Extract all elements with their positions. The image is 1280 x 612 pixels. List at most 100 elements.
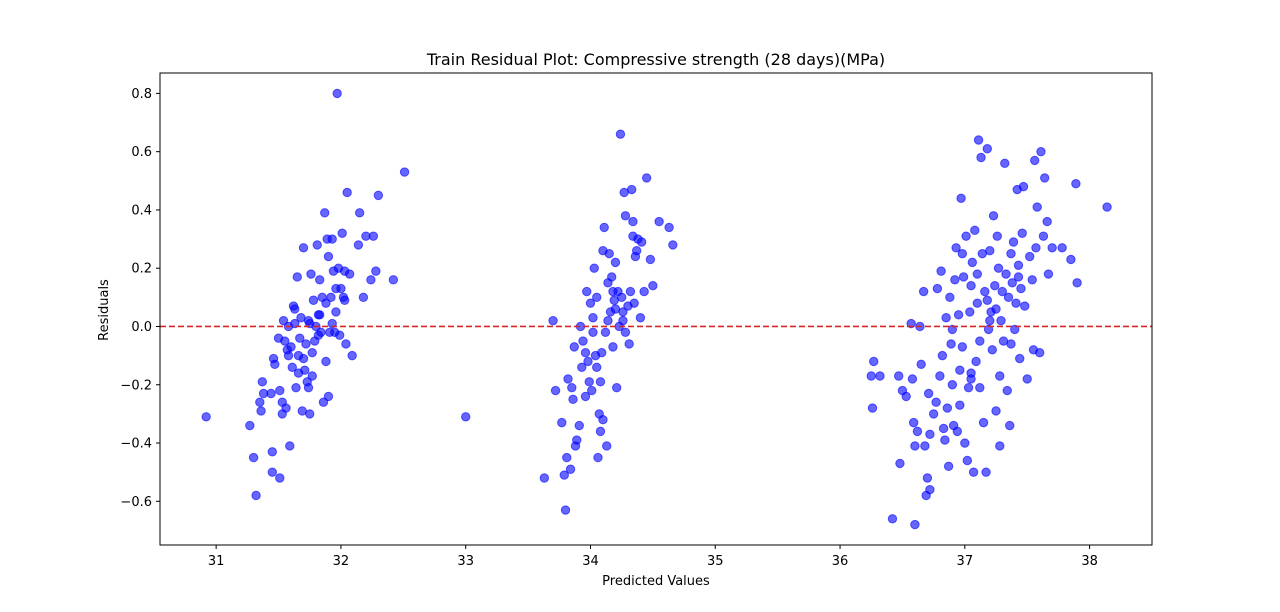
data-point	[597, 348, 607, 358]
data-point	[616, 292, 627, 303]
data-point	[301, 339, 311, 349]
data-point	[1006, 339, 1016, 349]
data-point	[567, 382, 577, 393]
data-point	[327, 318, 337, 329]
data-point	[1008, 237, 1019, 247]
data-point	[922, 473, 933, 483]
data-point	[952, 426, 963, 437]
y-tick-label: 0.2	[131, 262, 152, 277]
data-point	[373, 190, 384, 201]
data-point	[584, 377, 594, 387]
data-point	[592, 362, 602, 372]
data-point	[648, 280, 658, 291]
data-point	[937, 350, 948, 361]
data-point	[875, 371, 885, 381]
data-point	[588, 327, 598, 338]
data-point	[641, 173, 652, 183]
data-point	[972, 298, 983, 308]
data-point	[312, 240, 322, 250]
data-point	[1011, 298, 1021, 308]
data-point	[957, 248, 968, 259]
data-point	[295, 333, 305, 343]
data-point	[572, 435, 582, 445]
data-point	[910, 441, 920, 451]
data-point	[318, 397, 329, 407]
data-point	[291, 382, 301, 393]
data-point	[973, 135, 984, 145]
data-point	[1015, 353, 1025, 364]
data-point	[625, 286, 636, 297]
data-point	[550, 385, 561, 396]
data-point	[321, 298, 331, 308]
data-point	[938, 423, 949, 434]
data-point	[920, 441, 930, 451]
data-point	[608, 342, 618, 352]
data-point	[931, 397, 941, 407]
data-point	[610, 257, 621, 268]
data-point	[950, 275, 960, 285]
data-point	[620, 327, 631, 338]
data-point	[1022, 374, 1032, 384]
data-point	[589, 263, 599, 273]
y-tick-label: 0.4	[131, 203, 152, 218]
data-point	[945, 292, 955, 303]
data-point	[997, 286, 1007, 297]
data-point	[603, 315, 613, 326]
data-point	[628, 216, 638, 227]
data-point	[664, 222, 674, 233]
data-point	[941, 313, 951, 323]
data-point	[990, 280, 1000, 291]
data-point	[947, 380, 958, 390]
data-point	[1001, 269, 1011, 279]
data-point	[1043, 269, 1054, 279]
data-point	[461, 412, 471, 422]
data-point	[1017, 228, 1027, 238]
data-point	[976, 152, 986, 163]
data-point	[607, 272, 617, 282]
data-point	[327, 234, 337, 244]
data-point	[587, 385, 597, 396]
data-point	[331, 307, 341, 317]
data-point	[539, 473, 550, 483]
data-point	[1035, 348, 1045, 358]
data-point	[912, 426, 923, 437]
data-point	[358, 292, 369, 303]
data-point	[668, 240, 678, 250]
data-point	[610, 304, 621, 314]
data-point	[283, 350, 294, 361]
data-point	[951, 243, 961, 253]
data-point	[1010, 324, 1020, 335]
data-point	[960, 438, 970, 448]
data-point	[947, 324, 958, 335]
data-point	[1036, 146, 1046, 157]
data-point	[257, 377, 268, 387]
data-point	[978, 417, 989, 428]
data-point	[985, 246, 995, 256]
data-point	[970, 225, 980, 236]
data-point	[995, 371, 1005, 381]
data-point	[608, 286, 618, 297]
data-point	[955, 400, 965, 410]
data-point	[910, 519, 920, 530]
data-point	[955, 365, 965, 375]
data-point	[267, 467, 277, 477]
data-point	[248, 452, 259, 463]
data-point	[957, 342, 968, 352]
data-point	[975, 336, 985, 346]
data-point	[290, 304, 300, 314]
data-point	[1013, 260, 1024, 270]
data-point	[1072, 278, 1082, 288]
data-point	[1071, 179, 1081, 189]
data-point	[628, 231, 638, 241]
y-tick-label: −0.4	[120, 437, 152, 452]
data-point	[266, 388, 276, 399]
data-point	[956, 193, 966, 203]
data-point	[991, 304, 1001, 314]
data-point	[281, 403, 291, 413]
plot-frame	[159, 72, 1153, 546]
data-point	[992, 231, 1002, 241]
data-point	[983, 324, 994, 335]
data-point	[1020, 301, 1030, 311]
